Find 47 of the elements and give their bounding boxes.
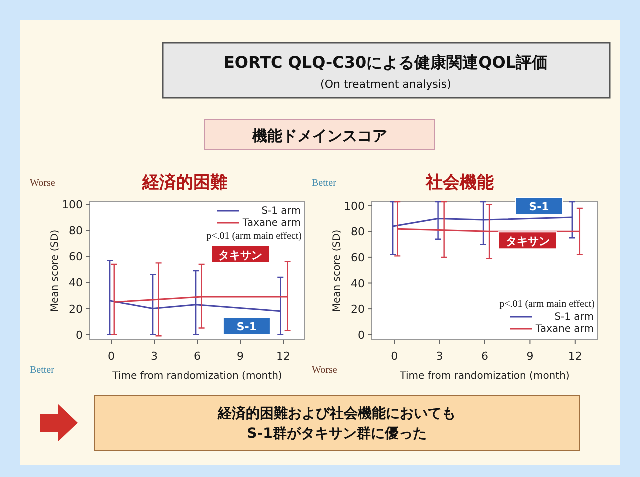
text: S-1群がタキサン群に優った <box>247 426 427 442</box>
x-tick-label: 3 <box>151 350 158 363</box>
x-tick-label: 6 <box>194 350 201 363</box>
y-tick-label: 0 <box>76 328 83 342</box>
x-axis-title: Time from randomization (month) <box>112 371 282 382</box>
x-tick-label: 12 <box>276 350 290 363</box>
text: Worse <box>30 178 56 189</box>
annotation: タキサン <box>218 248 262 262</box>
text: (On treatment analysis) <box>320 78 452 91</box>
y-tick-label: 40 <box>69 276 83 290</box>
x-tick-label: 9 <box>526 350 534 363</box>
y-tick-label: 60 <box>351 251 365 264</box>
annotation: タキサン <box>506 235 550 248</box>
legend-label: S-1 arm <box>554 312 594 323</box>
annotation: p<.01 (arm main effect) <box>500 299 595 310</box>
annotation: S-1 <box>236 320 258 334</box>
text: 経済的困難および社会機能においても <box>217 405 456 422</box>
text: Better <box>312 178 338 189</box>
x-tick-label: 6 <box>482 350 488 363</box>
text: EORTC QLQ-C30による健康関連QOL評価 <box>224 53 548 72</box>
y-tick-label: 100 <box>62 198 83 212</box>
x-tick-label: 12 <box>568 350 582 363</box>
text: Better <box>30 365 56 376</box>
y-tick-label: 0 <box>358 328 365 342</box>
annotation: p<.01 (arm main effect) <box>206 231 302 242</box>
chart-title: 社会機能 <box>425 173 494 193</box>
x-tick-label: 0 <box>108 350 115 363</box>
y-axis-title: Mean score (SD) <box>50 230 61 312</box>
y-tick-label: 100 <box>344 200 365 213</box>
y-tick-label: 80 <box>351 226 365 239</box>
y-tick-label: 20 <box>351 303 365 316</box>
y-tick-label: 20 <box>69 302 83 316</box>
y-tick-label: 40 <box>351 277 365 290</box>
y-tick-label: 60 <box>69 250 83 264</box>
y-tick-label: 80 <box>69 224 83 238</box>
legend-label: Taxane arm <box>534 324 594 335</box>
x-tick-label: 3 <box>436 350 444 363</box>
legend-label: S-1 arm <box>262 206 301 217</box>
x-tick-label: 9 <box>237 350 244 363</box>
text: 機能ドメインスコア <box>252 127 388 145</box>
legend-label: Taxane arm <box>242 218 301 229</box>
chart-title: 経済的困難 <box>142 173 228 193</box>
x-tick-label: 0 <box>391 350 398 363</box>
annotation: S-1 <box>529 200 550 214</box>
x-axis-title: Time from randomization (month) <box>399 371 570 382</box>
text: Worse <box>312 365 338 376</box>
y-axis-title: Mean score (SD) <box>332 230 343 312</box>
